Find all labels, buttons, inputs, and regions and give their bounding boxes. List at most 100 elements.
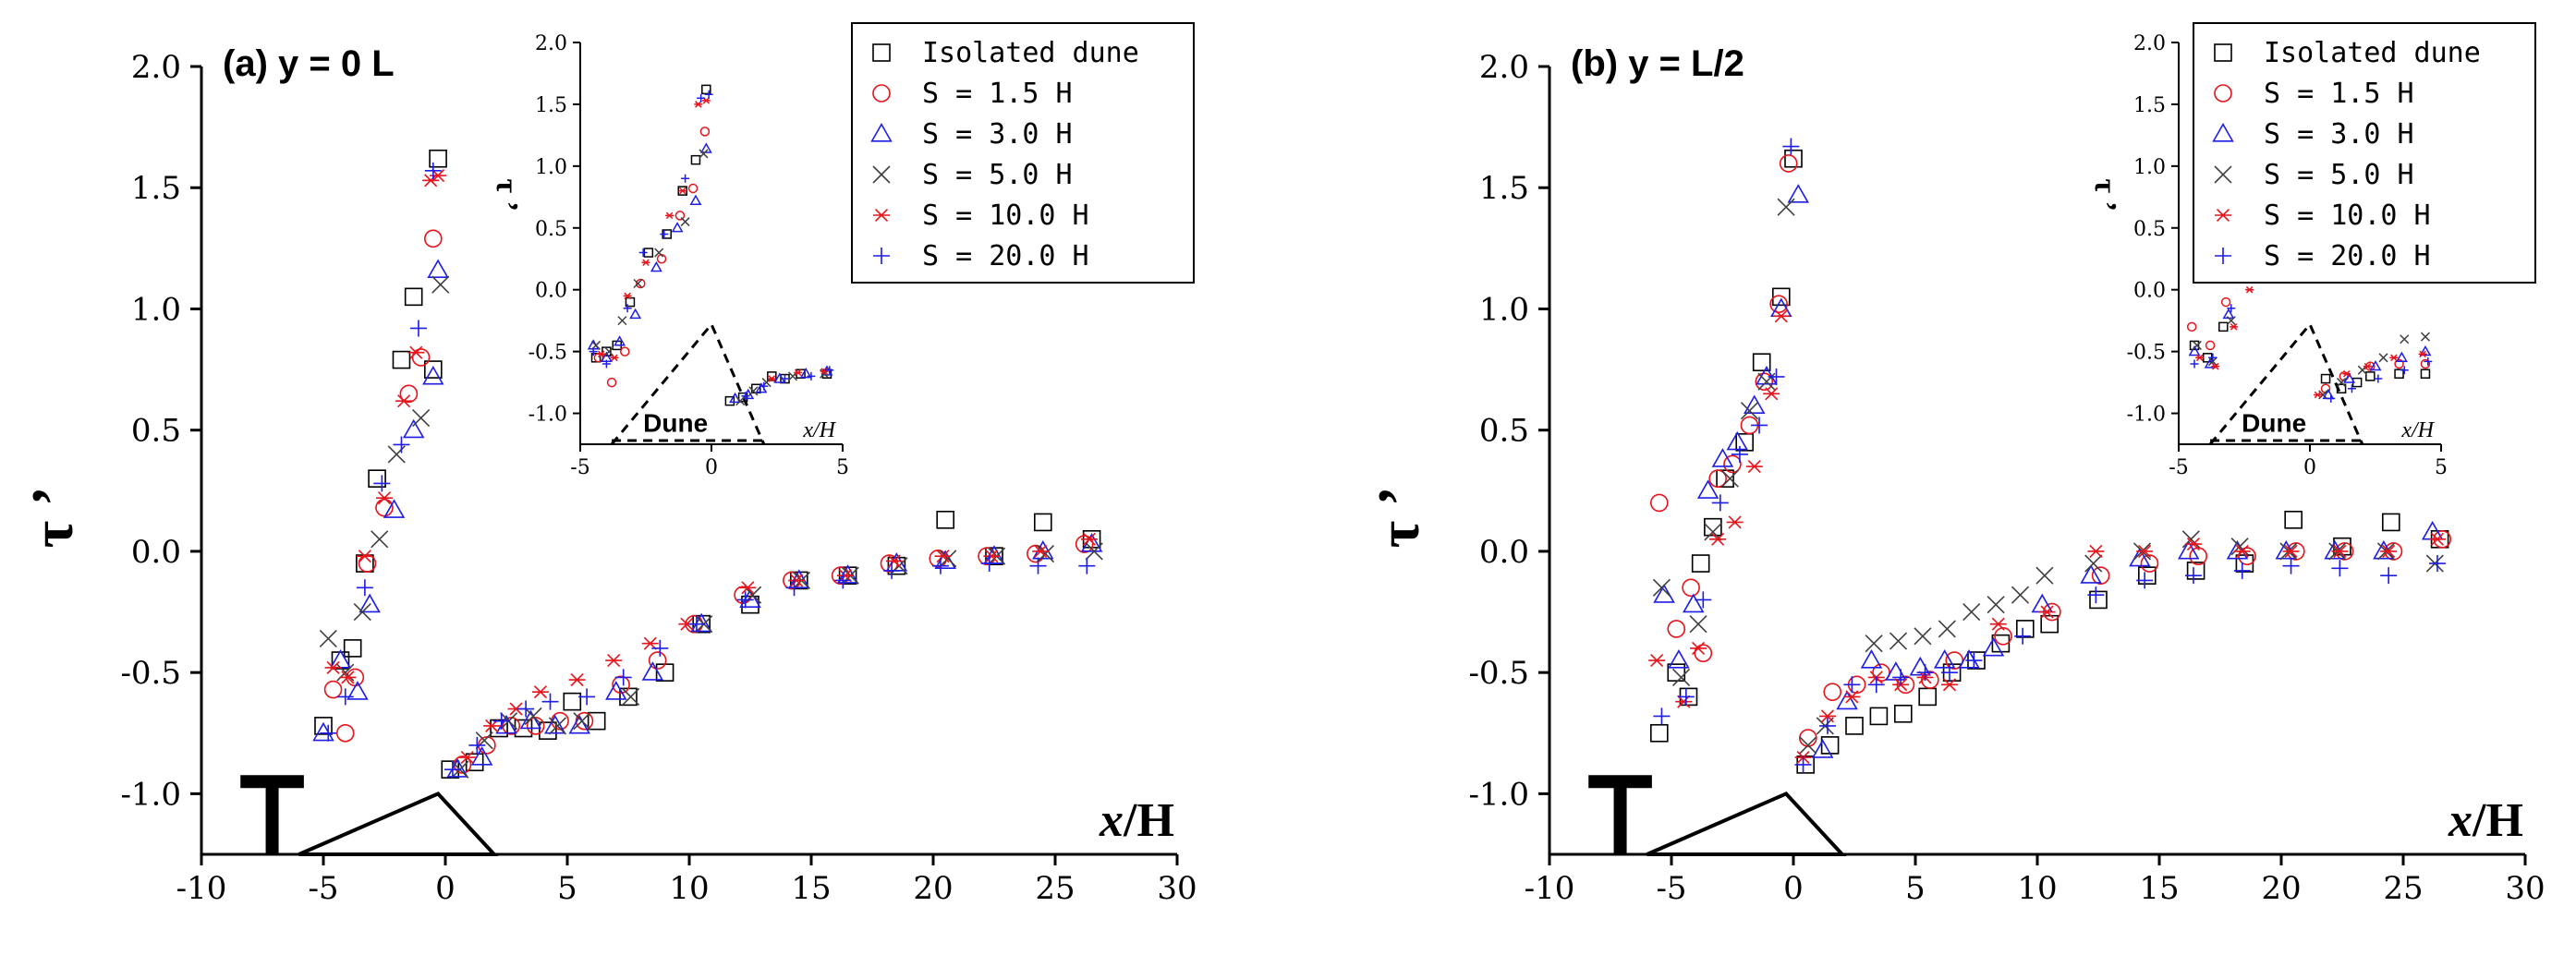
data-point-s15 xyxy=(1694,644,1713,662)
panel-a: -10 -5 0 5 10 15 20 25 30 2.0 1.5 1.0 0.5 0.0 -0.5 -1.0… xyxy=(19,22,1197,907)
inset-data-point-s15 xyxy=(674,211,686,221)
inset-data-point-s100 xyxy=(623,292,632,300)
inset-y-tick-label: 1.5 xyxy=(2133,94,2166,117)
data-point-s200 xyxy=(578,688,596,706)
x-tick-label: -10 xyxy=(176,870,227,907)
inset-data-point-s100 xyxy=(2342,369,2351,378)
inset-data-point-s200 xyxy=(589,347,598,357)
series-s200 xyxy=(1653,138,2446,773)
data-point-s100 xyxy=(2038,605,2056,619)
data-point-s30 xyxy=(1726,430,1749,451)
data-point-s30 xyxy=(2373,539,2395,560)
data-point-s100 xyxy=(836,569,854,583)
inset-data-point-s30 xyxy=(689,194,702,205)
data-point-s15 xyxy=(423,229,443,248)
inset-data-point-isolated xyxy=(701,84,711,95)
data-point-isolated xyxy=(2186,562,2205,580)
data-point-s200 xyxy=(1695,591,1712,609)
inset-data-point-s30 xyxy=(2419,345,2432,357)
data-point-s15 xyxy=(648,651,667,670)
inset-data-point-isolated xyxy=(2365,371,2376,381)
data-point-s200 xyxy=(651,639,669,657)
data-point-s200 xyxy=(2184,567,2202,585)
data-point-isolated xyxy=(1752,353,1771,372)
inset-series-s50 xyxy=(591,149,830,406)
legend-marker-s15 xyxy=(872,84,891,103)
legend-marker-s50 xyxy=(872,165,891,184)
data-point-s15 xyxy=(1779,154,1798,173)
y-tick-label: 0.5 xyxy=(131,413,181,450)
legend-label: S = 20.0 H xyxy=(2264,240,2431,272)
data-point-s100 xyxy=(2136,544,2154,558)
data-point-s100 xyxy=(1675,695,1693,708)
data-point-s50 xyxy=(1799,736,1817,755)
data-point-s30 xyxy=(605,681,627,700)
data-point-s100 xyxy=(1772,309,1790,323)
inset-data-point-s50 xyxy=(735,396,746,406)
data-point-s100 xyxy=(422,174,440,187)
data-point-s50 xyxy=(319,629,337,647)
inset-data-point-s50 xyxy=(680,217,690,227)
data-point-s15 xyxy=(1682,578,1700,598)
inset-data-point-isolated xyxy=(2420,369,2431,379)
data-point-s50 xyxy=(1720,469,1739,488)
data-point-isolated xyxy=(404,287,423,307)
data-point-s15 xyxy=(411,348,431,367)
series-s100 xyxy=(324,169,1098,765)
inset-data-point-s100 xyxy=(2211,362,2220,370)
data-point-s15 xyxy=(2091,566,2110,585)
data-point-s100 xyxy=(483,719,501,732)
inset-y-tick-label: 0.5 xyxy=(535,218,567,241)
data-point-isolated xyxy=(1716,469,1734,488)
inset-data-point-s200 xyxy=(638,248,648,258)
data-point-s15 xyxy=(575,711,594,731)
x-tick-label: 10 xyxy=(2017,870,2057,907)
inset-y-tick-label: 0.0 xyxy=(535,280,567,303)
data-point-s30 xyxy=(2129,547,2151,567)
data-point-s100 xyxy=(1080,532,1098,546)
data-point-s30 xyxy=(1080,533,1103,552)
data-point-s200 xyxy=(468,736,486,754)
data-point-s30 xyxy=(402,418,425,439)
data-point-s30 xyxy=(1787,184,1810,203)
inset-data-point-s200 xyxy=(660,229,669,238)
inset-data-point-isolated xyxy=(767,371,777,381)
x-axis-label-italic: x xyxy=(1099,794,1124,847)
legend-item-s100: S = 10.0 H xyxy=(873,199,1089,232)
legend: Isolated dune S = 1.5 H S = 3.0 H S = 5.0 H… xyxy=(851,22,1195,284)
data-point-s200 xyxy=(1731,445,1748,463)
data-point-s200 xyxy=(1892,669,1910,686)
data-point-s100 xyxy=(407,345,425,359)
data-point-s200 xyxy=(1751,417,1768,434)
inset-y-axis-label: τ ’ xyxy=(490,179,524,212)
inset-data-point-s100 xyxy=(794,369,803,377)
inset-data-point-s200 xyxy=(2227,304,2236,313)
data-point-s100 xyxy=(1648,653,1666,668)
data-point-isolated xyxy=(2381,513,2400,532)
legend-item-s100: S = 10.0 H xyxy=(2215,199,2431,232)
inset-series-s100 xyxy=(597,97,829,382)
data-point-s30 xyxy=(2080,564,2102,584)
inset-data-point-s100 xyxy=(694,101,703,108)
series-s15 xyxy=(323,229,1094,774)
data-point-s30 xyxy=(1683,593,1705,613)
inset-data-point-s50 xyxy=(617,316,627,326)
panel-label: (b) y = L/2 xyxy=(1571,43,1744,84)
inset-data-point-isolated xyxy=(2218,321,2229,332)
data-point-s100 xyxy=(1763,387,1780,401)
inset-data-point-s100 xyxy=(2245,285,2254,294)
data-point-s100 xyxy=(1989,617,2007,631)
x-tick-label: 20 xyxy=(2261,870,2301,907)
legend-label: S = 5.0 H xyxy=(922,159,1073,191)
data-point-s50 xyxy=(1085,542,1103,561)
x-tick-label: 30 xyxy=(2505,870,2545,907)
data-point-isolated xyxy=(1735,433,1755,452)
data-point-s15 xyxy=(335,723,355,743)
inset-data-point-s30 xyxy=(671,222,684,233)
legend-item-s15: S = 1.5 H xyxy=(2214,78,2414,110)
inset-data-point-s50 xyxy=(748,386,759,396)
legend-box xyxy=(851,22,1195,284)
data-point-s50 xyxy=(1938,620,1956,638)
data-point-s100 xyxy=(568,672,586,687)
inset-y-tick-label: 2.0 xyxy=(535,32,567,55)
